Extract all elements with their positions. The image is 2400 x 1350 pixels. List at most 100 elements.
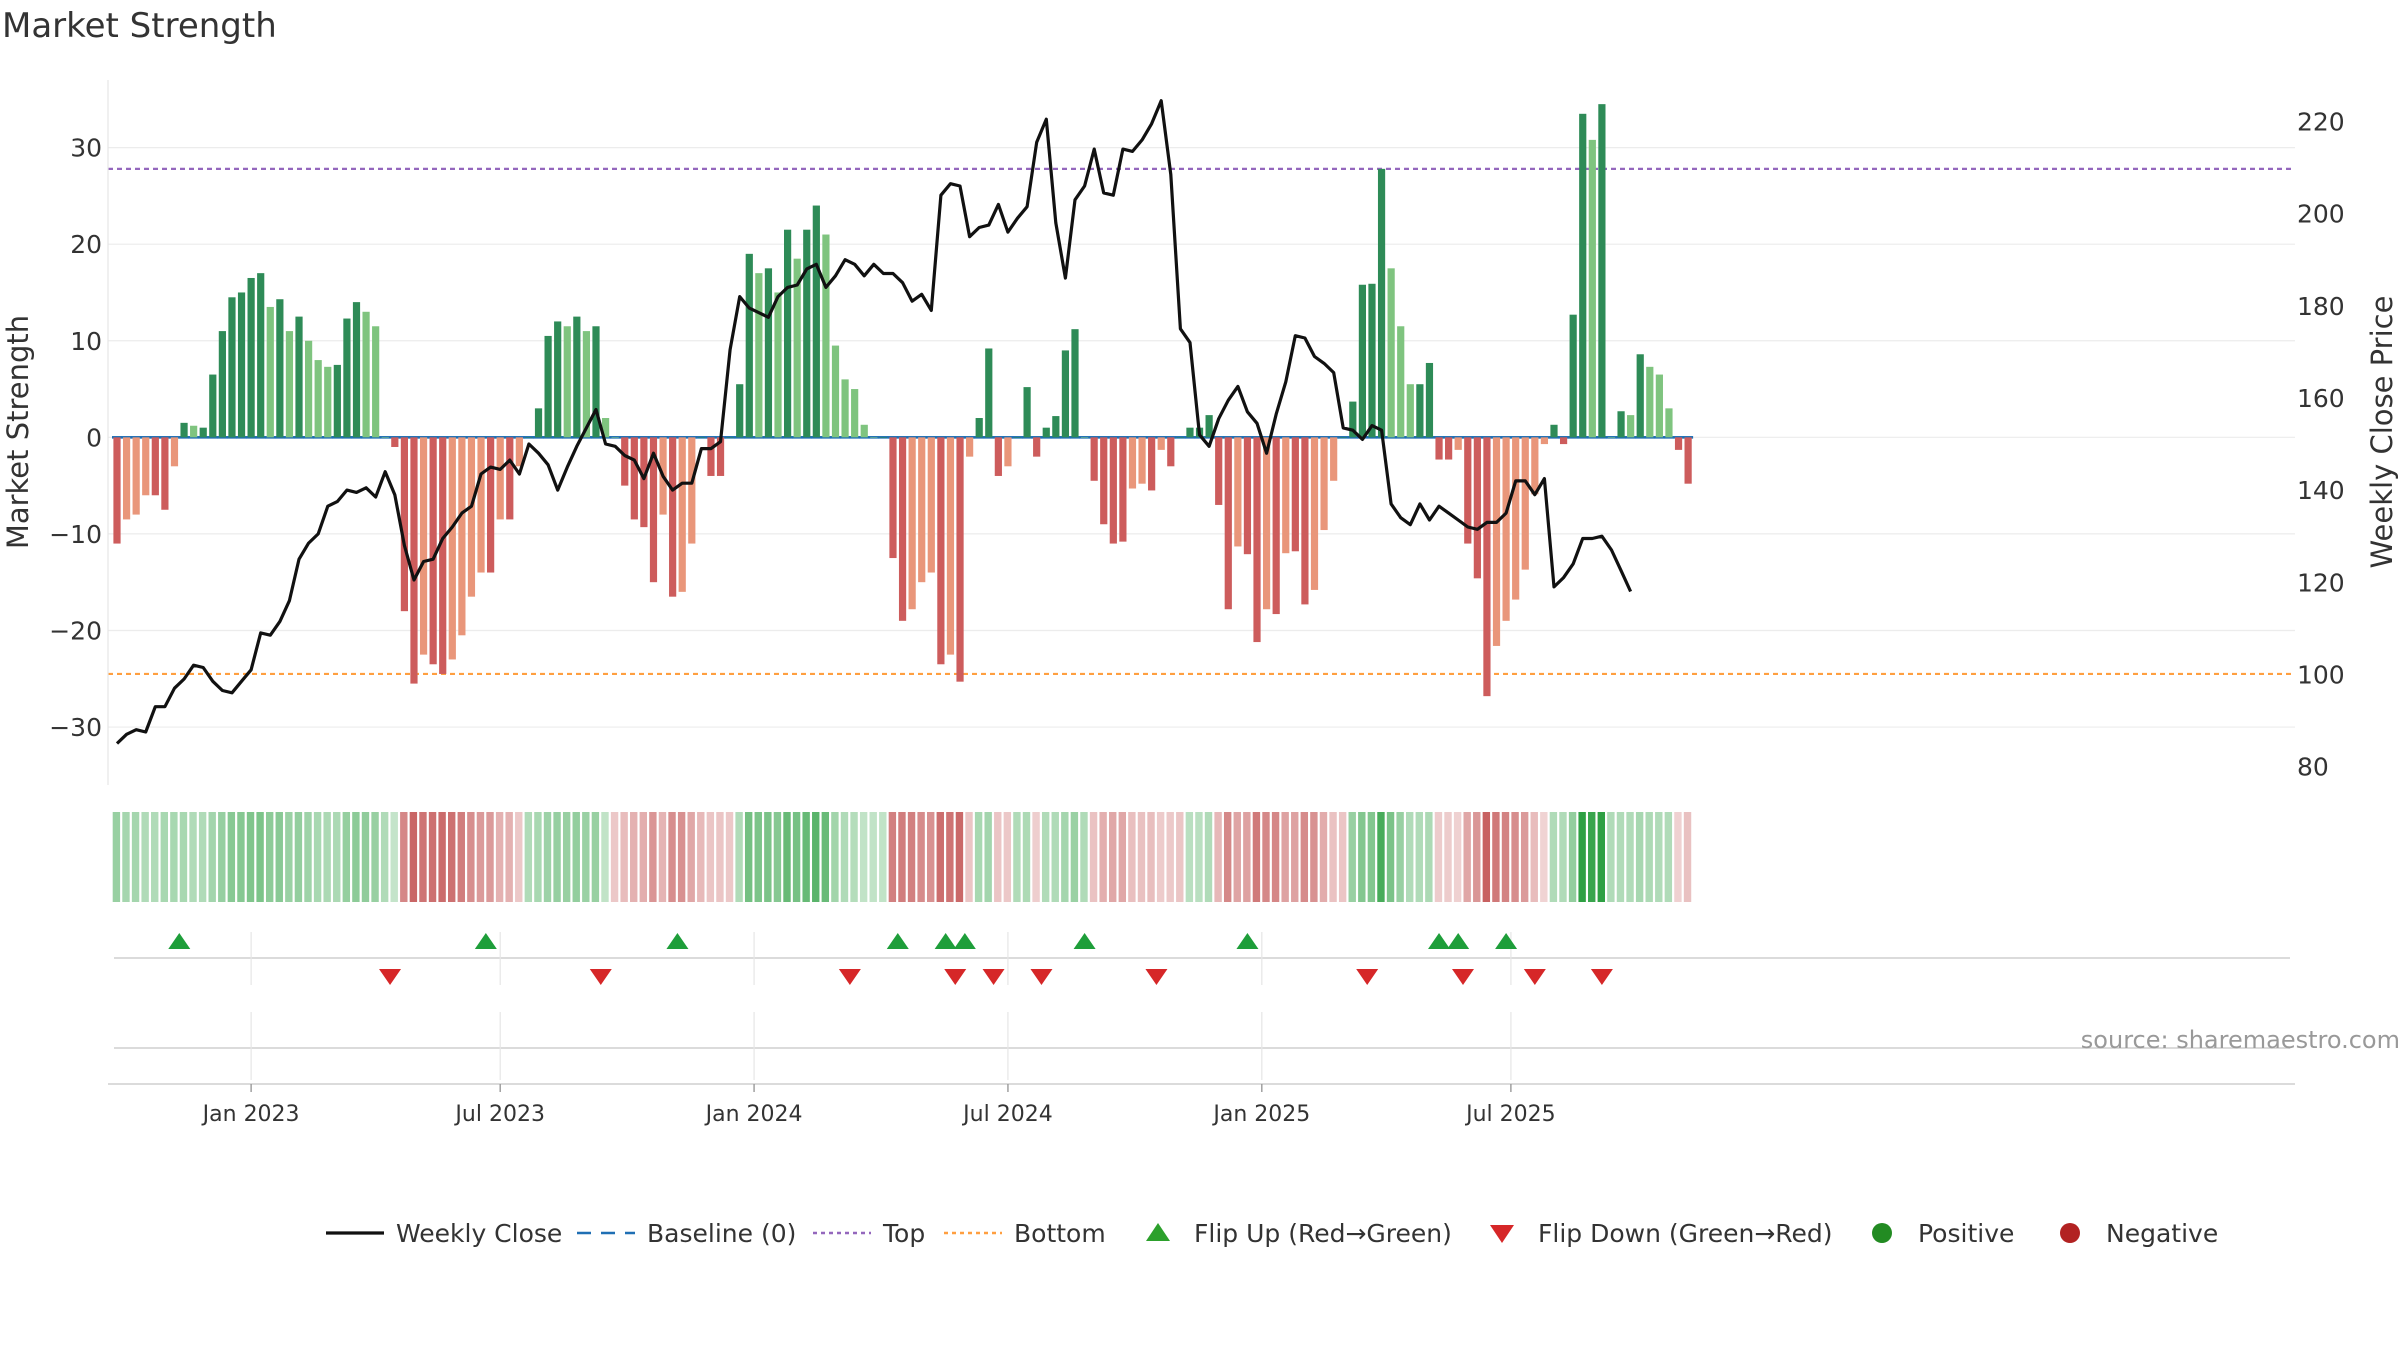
heat-cell	[1549, 812, 1558, 902]
heat-cell	[965, 812, 973, 902]
strength-bar	[285, 331, 294, 438]
heat-cell	[840, 812, 849, 902]
strength-bar	[429, 437, 437, 665]
strength-bar	[1483, 437, 1491, 697]
strength-bar	[1310, 437, 1319, 590]
strength-bar	[1665, 408, 1673, 438]
flip-markers-panel	[114, 932, 2290, 985]
strength-bar	[1301, 437, 1309, 605]
legend-swatch-triangle-down	[1490, 1225, 1514, 1243]
flip-up-marker	[953, 933, 976, 949]
strength-bar	[716, 437, 725, 476]
strength-bar	[1406, 384, 1414, 438]
heat-cell	[792, 812, 801, 902]
strength-bar	[1607, 437, 1616, 438]
strength-bar	[1157, 437, 1165, 450]
flip-up-marker	[1495, 933, 1518, 949]
strength-bar	[544, 335, 552, 438]
heat-cell	[1089, 812, 1098, 902]
strength-bar	[458, 437, 466, 636]
strength-bar	[707, 437, 715, 476]
heat-cell	[390, 812, 398, 902]
heat-cell	[859, 812, 868, 902]
heat-cell	[907, 812, 916, 902]
strength-bar	[1674, 437, 1683, 450]
heat-cell	[974, 812, 983, 902]
strength-bar	[1033, 437, 1041, 457]
strength-bar	[1579, 113, 1587, 438]
strength-bar	[1138, 437, 1146, 484]
strength-bar	[1550, 424, 1558, 438]
strength-bar	[487, 437, 495, 573]
strength-bar	[1272, 437, 1280, 615]
strength-bar	[1004, 437, 1012, 467]
heat-cell	[1520, 812, 1529, 902]
strength-bar	[1176, 437, 1184, 438]
flip-up-marker	[1428, 933, 1451, 949]
strength-bar	[764, 268, 773, 438]
strength-bar	[161, 437, 169, 510]
heat-cell	[256, 812, 264, 902]
legend-item: Flip Up (Red→Green)	[1146, 1219, 1452, 1248]
strength-bar	[257, 273, 265, 438]
heat-cell	[677, 812, 686, 902]
heat-cell	[524, 812, 533, 902]
heat-cell	[1338, 812, 1347, 902]
x-tick-label: Jul 2023	[453, 1102, 545, 1127]
heat-cell	[515, 812, 523, 902]
strength-bar	[352, 302, 361, 438]
heat-cell	[1291, 812, 1299, 902]
strength-bar	[1521, 437, 1529, 570]
heat-cell	[1271, 812, 1280, 902]
heat-cell	[400, 812, 408, 902]
heat-cell	[1252, 812, 1261, 902]
strength-bar	[1473, 437, 1481, 579]
flip-up-marker	[168, 933, 191, 949]
heat-cell	[591, 812, 600, 902]
strength-bar	[831, 345, 840, 438]
heat-cell	[141, 812, 149, 902]
heat-cell	[1013, 812, 1021, 902]
right-tick-label: 160	[2297, 384, 2345, 413]
heat-cell	[917, 812, 925, 902]
strength-bar	[601, 418, 610, 438]
heat-cell	[1396, 812, 1404, 902]
flip-down-marker	[838, 969, 861, 985]
heat-cell	[754, 812, 762, 902]
heat-cell	[208, 812, 216, 902]
strength-bar	[870, 437, 878, 438]
strength-bar	[860, 424, 868, 438]
heat-cell	[553, 812, 561, 902]
strength-bar	[1071, 329, 1079, 438]
strength-bar	[1291, 437, 1299, 552]
strength-bar	[1061, 350, 1070, 438]
strength-bar	[1617, 411, 1625, 438]
heat-cell	[476, 812, 485, 902]
strength-bar	[985, 348, 993, 438]
heat-cell	[716, 812, 724, 902]
strength-bar	[276, 299, 284, 438]
x-tick-label: Jan 2024	[704, 1102, 803, 1127]
heat-cell	[1568, 812, 1577, 902]
heat-cell	[668, 812, 676, 902]
heat-cell	[1166, 812, 1174, 902]
strength-bar	[343, 318, 351, 438]
strength-bar	[314, 360, 322, 438]
heat-cell	[1233, 812, 1241, 902]
heat-cell	[994, 812, 1002, 902]
heat-cell	[1674, 812, 1682, 902]
heat-cell	[735, 812, 743, 902]
heat-cell	[1061, 812, 1069, 902]
flip-down-marker	[1590, 969, 1613, 985]
strength-bar	[1320, 437, 1328, 531]
strength-bar	[793, 258, 801, 438]
strength-bar	[889, 437, 897, 559]
heat-cell	[1377, 812, 1385, 902]
heat-cell	[1281, 812, 1289, 902]
strength-bar	[180, 422, 188, 438]
strength-bar	[1387, 268, 1395, 438]
strength-bar	[439, 437, 447, 674]
strength-bar	[1013, 437, 1022, 438]
strength-bar	[1224, 437, 1232, 610]
